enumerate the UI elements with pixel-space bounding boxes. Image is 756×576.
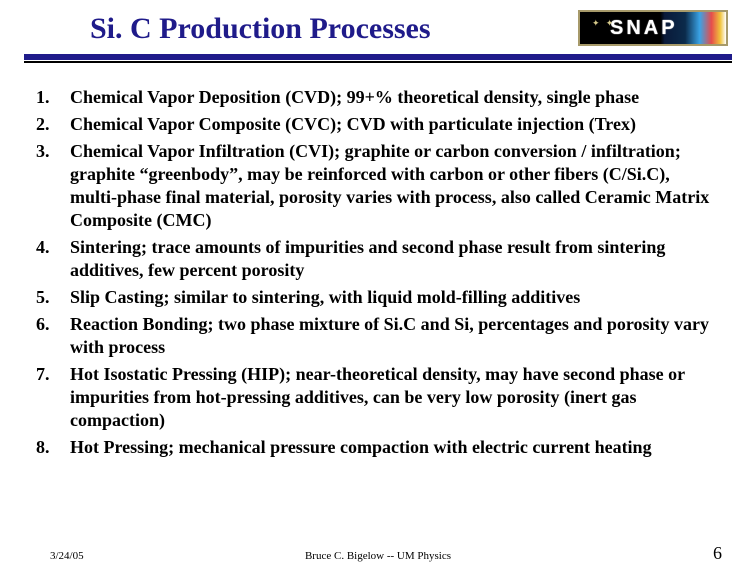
list-number: 6.: [36, 313, 70, 336]
list-text: Chemical Vapor Composite (CVC); CVD with…: [70, 113, 720, 136]
footer-author: Bruce C. Bigelow -- UM Physics: [0, 550, 756, 562]
footer-page-number: 6: [713, 543, 722, 564]
list-item: 4. Sintering; trace amounts of impuritie…: [36, 236, 720, 282]
list-text: Reaction Bonding; two phase mixture of S…: [70, 313, 720, 359]
slide-content: 1. Chemical Vapor Deposition (CVD); 99+%…: [0, 60, 756, 459]
list-item: 8. Hot Pressing; mechanical pressure com…: [36, 436, 720, 459]
list-text: Chemical Vapor Infiltration (CVI); graph…: [70, 140, 720, 232]
list-number: 2.: [36, 113, 70, 136]
list-item: 5. Slip Casting; similar to sintering, w…: [36, 286, 720, 309]
slide-header: Si. C Production Processes ✦ ✦ SNAP: [0, 0, 756, 60]
list-item: 1. Chemical Vapor Deposition (CVD); 99+%…: [36, 86, 720, 109]
list-text: Chemical Vapor Deposition (CVD); 99+% th…: [70, 86, 720, 109]
list-number: 4.: [36, 236, 70, 259]
process-list: 1. Chemical Vapor Deposition (CVD); 99+%…: [36, 86, 720, 459]
list-item: 6. Reaction Bonding; two phase mixture o…: [36, 313, 720, 359]
list-text: Hot Isostatic Pressing (HIP); near-theor…: [70, 363, 720, 432]
snap-logo: ✦ ✦ SNAP: [578, 10, 728, 46]
list-item: 7. Hot Isostatic Pressing (HIP); near-th…: [36, 363, 720, 432]
slide-footer: 3/24/05 Bruce C. Bigelow -- UM Physics 6: [0, 550, 756, 562]
list-number: 8.: [36, 436, 70, 459]
list-number: 5.: [36, 286, 70, 309]
list-number: 1.: [36, 86, 70, 109]
title-underline: [24, 54, 732, 60]
list-text: Sintering; trace amounts of impurities a…: [70, 236, 720, 282]
list-item: 3. Chemical Vapor Infiltration (CVI); gr…: [36, 140, 720, 232]
list-text: Slip Casting; similar to sintering, with…: [70, 286, 720, 309]
list-item: 2. Chemical Vapor Composite (CVC); CVD w…: [36, 113, 720, 136]
footer-date: 3/24/05: [50, 550, 84, 562]
list-text: Hot Pressing; mechanical pressure compac…: [70, 436, 720, 459]
list-number: 7.: [36, 363, 70, 386]
list-number: 3.: [36, 140, 70, 163]
logo-stars-icon: ✦ ✦: [592, 18, 615, 29]
